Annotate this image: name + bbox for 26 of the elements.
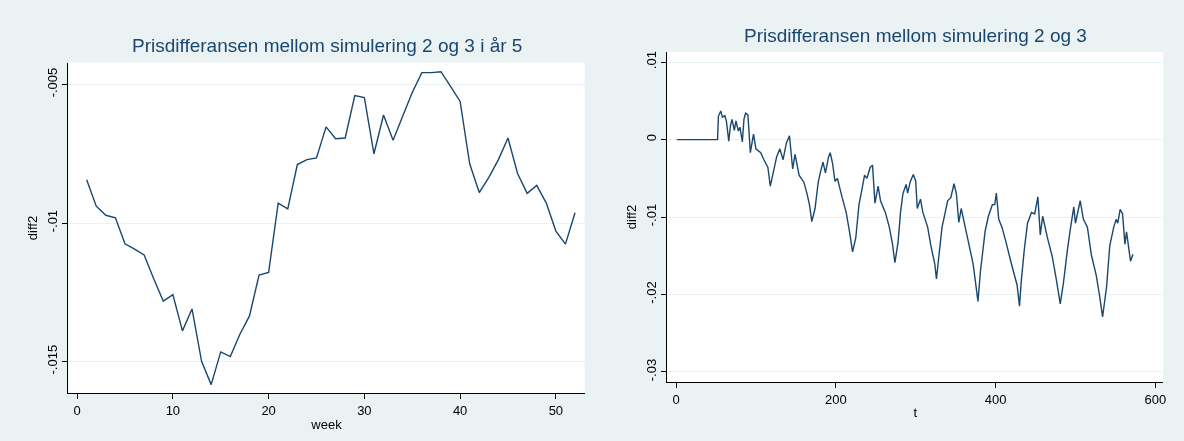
y-tick-label: -.01 <box>45 209 61 233</box>
x-tick-label: 600 <box>1144 391 1167 407</box>
x-axis-title: t <box>913 405 918 421</box>
y-tick-label: -.02 <box>644 281 660 304</box>
chart-title: Prisdifferansen mellom simulering 2 og 3 i år 5 <box>132 35 523 56</box>
x-tick-label: 10 <box>165 403 181 419</box>
y-axis-title: diff2 <box>25 215 41 241</box>
x-tick-label: 0 <box>73 403 81 419</box>
x-tick-label: 20 <box>261 403 276 419</box>
line-series <box>676 110 1134 318</box>
x-tick-label: 400 <box>984 391 1007 407</box>
x-tick-label: 50 <box>548 403 564 419</box>
y-tick-label: .01 <box>644 51 660 70</box>
chart-title: Prisdifferansen mellom simulering 2 og 3 <box>744 25 1087 46</box>
x-tick-label: 30 <box>357 403 372 419</box>
x-tick-label: 200 <box>824 391 847 407</box>
line-series <box>85 71 576 386</box>
y-axis-title: diff2 <box>624 204 640 230</box>
y-tick-label: 0 <box>644 134 660 142</box>
x-axis-title: week <box>310 416 343 432</box>
y-tick-label: -.015 <box>45 344 61 375</box>
y-tick-label: -.03 <box>644 358 660 382</box>
y-tick-label: -.01 <box>644 203 660 227</box>
y-tick-label: -.005 <box>45 67 61 98</box>
x-tick-label: 0 <box>672 391 680 407</box>
x-tick-label: 40 <box>452 403 468 419</box>
